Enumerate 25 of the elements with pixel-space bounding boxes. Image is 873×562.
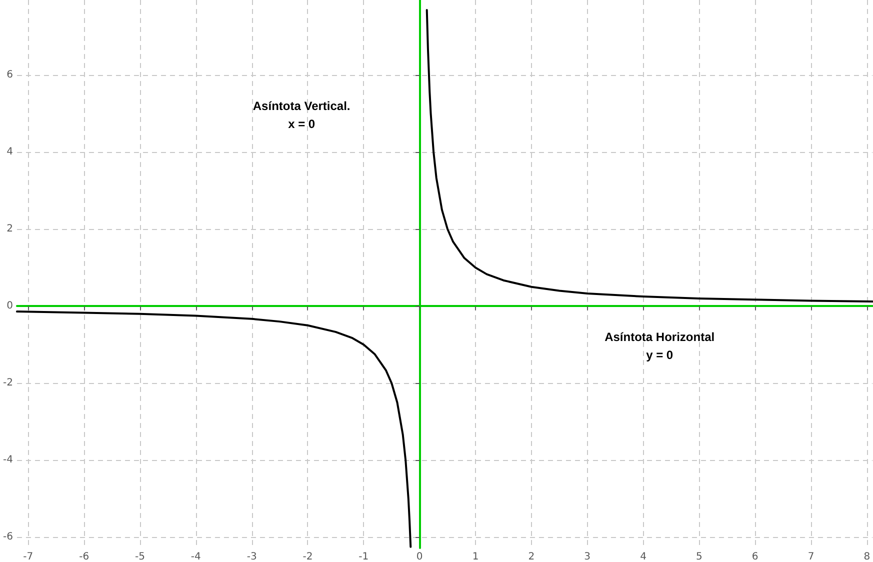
- x-tick-label: 4: [640, 552, 646, 562]
- y-tick-label: -2: [2, 378, 13, 389]
- x-tick-label: 6: [752, 552, 758, 562]
- x-tick-label: 3: [584, 552, 591, 562]
- x-tick-label: -4: [190, 552, 201, 562]
- y-tick-label: 2: [6, 224, 13, 235]
- x-tick-label: -3: [246, 552, 257, 562]
- y-tick-label: 6: [6, 70, 13, 81]
- x-tick-label: -5: [135, 552, 145, 562]
- y-tick-label: 0: [6, 300, 13, 312]
- x-tick-label: -6: [79, 552, 90, 562]
- x-tick-label: 7: [808, 552, 814, 562]
- y-tick-label: 4: [6, 146, 13, 158]
- x-tick-label: 0: [416, 552, 423, 562]
- y-tick-label: -4: [2, 454, 13, 466]
- x-tick-label: 8: [864, 552, 870, 562]
- x-tick-label: -2: [302, 552, 313, 562]
- x-tick-label: 5: [696, 552, 702, 562]
- x-tick-label: -1: [358, 552, 369, 562]
- x-tick-label: 2: [528, 552, 535, 562]
- annotation: Asíntota Vertical. x = 0: [252, 99, 350, 131]
- x-tick-label: -7: [23, 552, 34, 562]
- annotation: Asíntota Horizontal y = 0: [604, 330, 715, 362]
- y-tick-label: -6: [2, 532, 13, 543]
- x-tick-label: 1: [472, 552, 479, 562]
